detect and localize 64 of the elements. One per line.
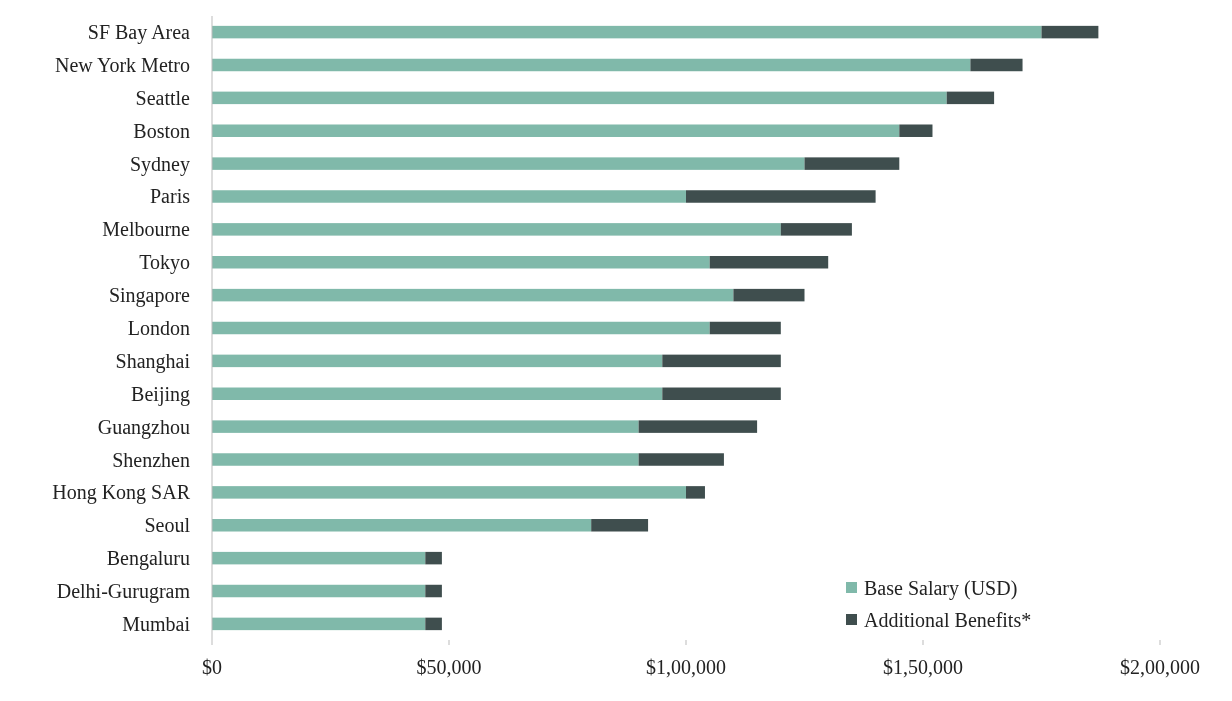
bar bbox=[212, 256, 710, 269]
y-tick-label: Seoul bbox=[144, 514, 191, 537]
y-tick-label: Delhi-Gurugram bbox=[56, 580, 191, 604]
bar bbox=[591, 519, 649, 532]
bar bbox=[212, 124, 900, 137]
y-tick-label: Boston bbox=[133, 119, 190, 142]
x-tick-label: $1,50,000 bbox=[883, 656, 963, 678]
bar bbox=[686, 190, 876, 203]
legend-label: Additional Benefits* bbox=[864, 609, 1032, 631]
y-tick-label: Sydney bbox=[130, 152, 190, 176]
bar bbox=[686, 486, 705, 499]
x-tick-label: $50,000 bbox=[416, 656, 482, 678]
bar bbox=[425, 551, 442, 565]
y-tick-label: New York Metro bbox=[55, 53, 190, 76]
bar bbox=[212, 157, 805, 170]
y-tick-label: Shenzhen bbox=[112, 448, 190, 471]
y-tick-label: Beijing bbox=[131, 382, 190, 406]
bar bbox=[638, 453, 724, 466]
y-tick-label: SF Bay Area bbox=[87, 21, 191, 45]
y-tick-label: Singapore bbox=[108, 284, 191, 308]
bar bbox=[212, 519, 592, 532]
y-tick-label: Tokyo bbox=[139, 251, 190, 275]
bar bbox=[212, 288, 734, 302]
y-tick-label: London bbox=[127, 317, 190, 339]
bar bbox=[638, 420, 758, 433]
bar bbox=[709, 321, 781, 335]
bar bbox=[425, 617, 442, 631]
x-tick-label: $1,00,000 bbox=[646, 656, 726, 678]
y-tick-label: Guangzhou bbox=[97, 415, 190, 439]
bar bbox=[662, 354, 781, 368]
y-tick-label: Hong Kong SAR bbox=[52, 481, 191, 505]
x-tick-label: $0 bbox=[202, 656, 222, 678]
bar bbox=[709, 256, 829, 269]
bar bbox=[212, 551, 426, 565]
bar bbox=[212, 453, 639, 466]
y-tick-label: Mumbai bbox=[122, 612, 191, 635]
bar bbox=[804, 157, 900, 170]
bar bbox=[212, 354, 663, 368]
bar bbox=[212, 486, 686, 499]
y-tick-label: Paris bbox=[150, 185, 191, 208]
y-tick-label: Shanghai bbox=[115, 349, 191, 373]
bar bbox=[780, 223, 852, 236]
bar bbox=[899, 124, 933, 137]
bar bbox=[733, 288, 805, 302]
bar bbox=[212, 420, 639, 433]
bar bbox=[212, 190, 686, 203]
bar bbox=[212, 223, 781, 236]
x-tick-label: $2,00,000 bbox=[1120, 656, 1200, 678]
bar bbox=[212, 321, 710, 335]
bar bbox=[212, 617, 426, 631]
bar bbox=[970, 58, 1023, 72]
y-tick-label: Melbourne bbox=[102, 218, 191, 241]
bar bbox=[212, 25, 1042, 39]
bar bbox=[212, 58, 971, 72]
bar bbox=[425, 584, 442, 598]
bar bbox=[212, 91, 947, 105]
bar bbox=[1041, 25, 1099, 39]
bar bbox=[946, 91, 995, 105]
legend-label: Base Salary (USD) bbox=[864, 577, 1018, 600]
y-tick-label: Seattle bbox=[135, 86, 191, 109]
bar bbox=[212, 387, 663, 400]
bar bbox=[212, 584, 426, 598]
y-tick-label: Bengaluru bbox=[106, 547, 190, 571]
bar bbox=[662, 387, 781, 400]
